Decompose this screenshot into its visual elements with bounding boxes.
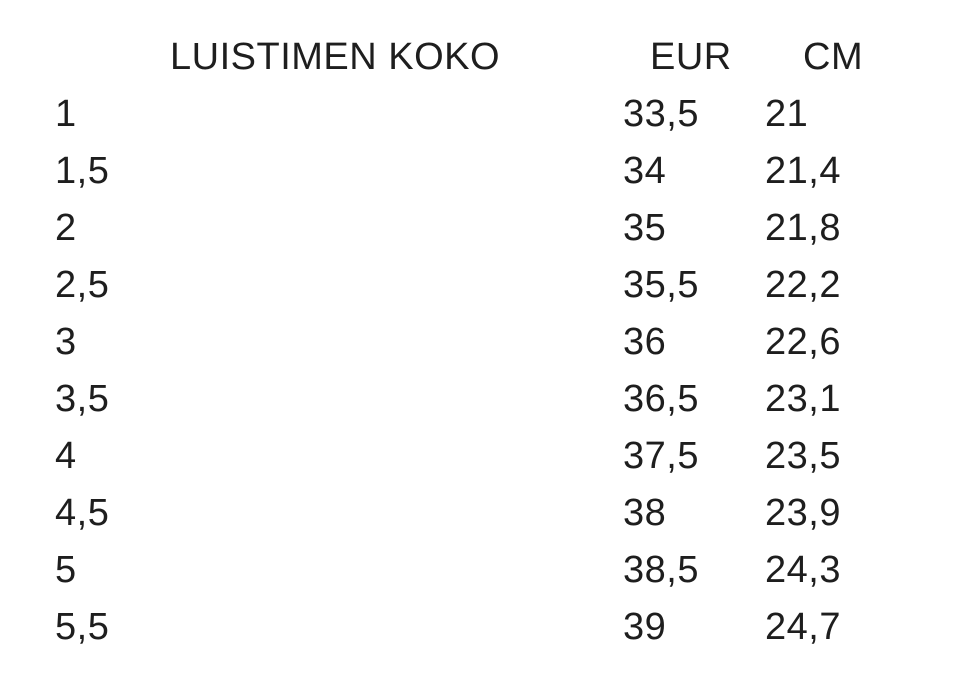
cell-eur: 34 (623, 149, 667, 192)
table-row: 3 36 22,6 (0, 313, 960, 370)
cell-skate-size: 5 (55, 548, 77, 591)
table-row: 5 38,5 24,3 (0, 541, 960, 598)
cell-cm: 21,8 (765, 206, 841, 249)
cell-cm: 22,6 (765, 320, 841, 363)
cell-eur: 33,5 (623, 92, 699, 135)
column-header-skate-size: LUISTIMEN KOKO (170, 35, 501, 78)
table-row: 2 35 21,8 (0, 199, 960, 256)
cell-cm: 23,1 (765, 377, 841, 420)
cell-eur: 36,5 (623, 377, 699, 420)
column-header-eur: EUR (650, 35, 732, 78)
cell-skate-size: 1 (55, 92, 77, 135)
cell-cm: 21 (765, 92, 809, 135)
cell-skate-size: 3,5 (55, 377, 110, 420)
table-header-row: LUISTIMEN KOKO EUR CM (0, 28, 960, 85)
table-row: 4 37,5 23,5 (0, 427, 960, 484)
cell-skate-size: 3 (55, 320, 77, 363)
cell-skate-size: 4 (55, 434, 77, 477)
cell-eur: 35 (623, 206, 667, 249)
cell-skate-size: 2,5 (55, 263, 110, 306)
column-header-cm: CM (803, 35, 864, 78)
cell-eur: 38 (623, 491, 667, 534)
table-row: 1 33,5 21 (0, 85, 960, 142)
cell-eur: 38,5 (623, 548, 699, 591)
cell-eur: 36 (623, 320, 667, 363)
cell-skate-size: 1,5 (55, 149, 110, 192)
cell-cm: 23,5 (765, 434, 841, 477)
table-row: 2,5 35,5 22,2 (0, 256, 960, 313)
cell-cm: 21,4 (765, 149, 841, 192)
table-row: 3,5 36,5 23,1 (0, 370, 960, 427)
cell-eur: 35,5 (623, 263, 699, 306)
cell-cm: 24,3 (765, 548, 841, 591)
cell-cm: 24,7 (765, 605, 841, 648)
table-row: 1,5 34 21,4 (0, 142, 960, 199)
skate-size-table: LUISTIMEN KOKO EUR CM 1 33,5 21 1,5 34 2… (0, 28, 960, 655)
cell-skate-size: 2 (55, 206, 77, 249)
cell-eur: 37,5 (623, 434, 699, 477)
cell-cm: 22,2 (765, 263, 841, 306)
cell-cm: 23,9 (765, 491, 841, 534)
table-row: 4,5 38 23,9 (0, 484, 960, 541)
table-row: 5,5 39 24,7 (0, 598, 960, 655)
cell-eur: 39 (623, 605, 667, 648)
cell-skate-size: 5,5 (55, 605, 110, 648)
cell-skate-size: 4,5 (55, 491, 110, 534)
